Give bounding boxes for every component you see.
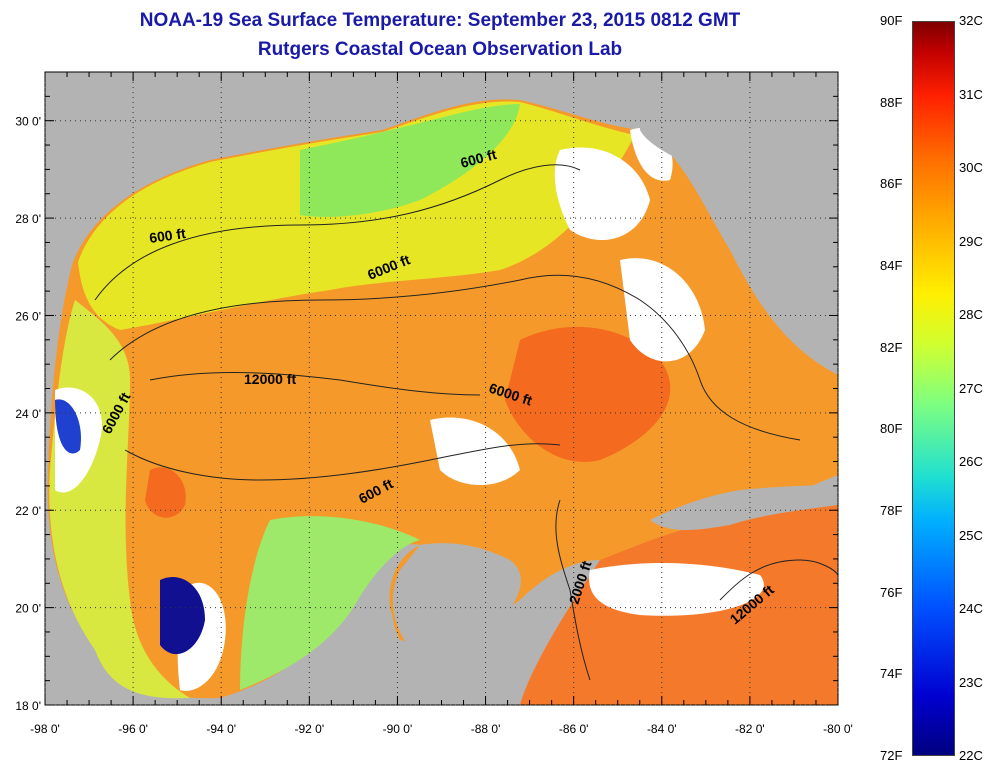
colorbar-f-label: 76F [880, 584, 903, 600]
colorbar [912, 21, 955, 756]
lat-label: 22 0' [15, 504, 41, 518]
colorbar-c-label: 27C [959, 380, 983, 396]
lon-label: -90 0' [383, 722, 413, 736]
depth-contours [94, 164, 838, 681]
mexico [45, 600, 410, 705]
cuba [650, 485, 838, 530]
map-title: NOAA-19 Sea Surface Temperature: Septemb… [139, 10, 741, 31]
lat-label: 18 0' [15, 699, 41, 713]
shelf-water [78, 101, 635, 331]
colorbar-f-label: 90F [880, 13, 903, 28]
lon-label: -88 0' [471, 722, 501, 736]
lat-label: 24 0' [15, 407, 41, 421]
colorbar-f-label: 86F [880, 176, 903, 192]
shelf-green [300, 104, 520, 217]
cloud-4 [620, 258, 705, 362]
florida [640, 72, 838, 365]
lon-label: -82 0' [735, 722, 765, 736]
colorbar-f-label: 84F [880, 258, 903, 273]
colorbar-c-label: 23C [959, 674, 983, 690]
colorbar-f-label: 74F [880, 666, 903, 682]
lon-label: -94 0' [206, 722, 236, 736]
lat-label: 20 0' [15, 602, 41, 616]
contour-label: 12000 ft [244, 371, 296, 387]
colorbar-c-label: 25C [959, 527, 983, 543]
colorbar-c-label: 29C [959, 233, 983, 249]
yucatan [392, 543, 521, 655]
colorbar-c-label: 31C [959, 86, 983, 102]
colorbar-f-label: 72F [880, 748, 903, 763]
lon-label: -80 0' [823, 722, 853, 736]
map-subtitle: Rutgers Coastal Ocean Observation Lab [257, 39, 623, 60]
lon-label: -98 0' [30, 722, 60, 736]
colorbar-c-label: 22C [959, 748, 983, 763]
colorbar-c-label: 26C [959, 454, 983, 469]
colorbar-f-label: 78F [880, 503, 903, 518]
lat-label: 28 0' [15, 212, 41, 226]
colorbar-f-label: 88F [880, 94, 903, 110]
lon-label: -92 0' [295, 722, 325, 736]
lon-label: -86 0' [559, 722, 589, 736]
map-content [45, 72, 838, 705]
colorbar-c-label: 30C [959, 160, 983, 175]
cold-patch-2 [55, 399, 81, 454]
colorbar-c-label: 32C [959, 13, 983, 28]
us-coast [45, 72, 640, 262]
lat-label: 26 0' [15, 309, 41, 323]
warm-core [505, 326, 671, 462]
lat-label: 30 0' [15, 115, 41, 129]
colorbar-f-label: 82F [880, 339, 903, 355]
lon-label: -96 0' [118, 722, 148, 736]
cold-patch [160, 576, 205, 655]
colorbar-c-label: 28C [959, 307, 983, 322]
cloud-3 [554, 147, 650, 240]
lon-label: -84 0' [647, 722, 677, 736]
cloud-5 [589, 563, 764, 616]
warm-core-2 [145, 467, 186, 518]
colorbar-f-label: 80F [880, 421, 903, 437]
campeche-green [240, 516, 420, 690]
colorbar-c-label: 24C [959, 601, 983, 616]
contour-label: 600 ft [148, 225, 187, 246]
tick-labels: -98 0' -96 0' -94 0' -92 0' -90 0' -88 0' -86 … [15, 71, 853, 736]
